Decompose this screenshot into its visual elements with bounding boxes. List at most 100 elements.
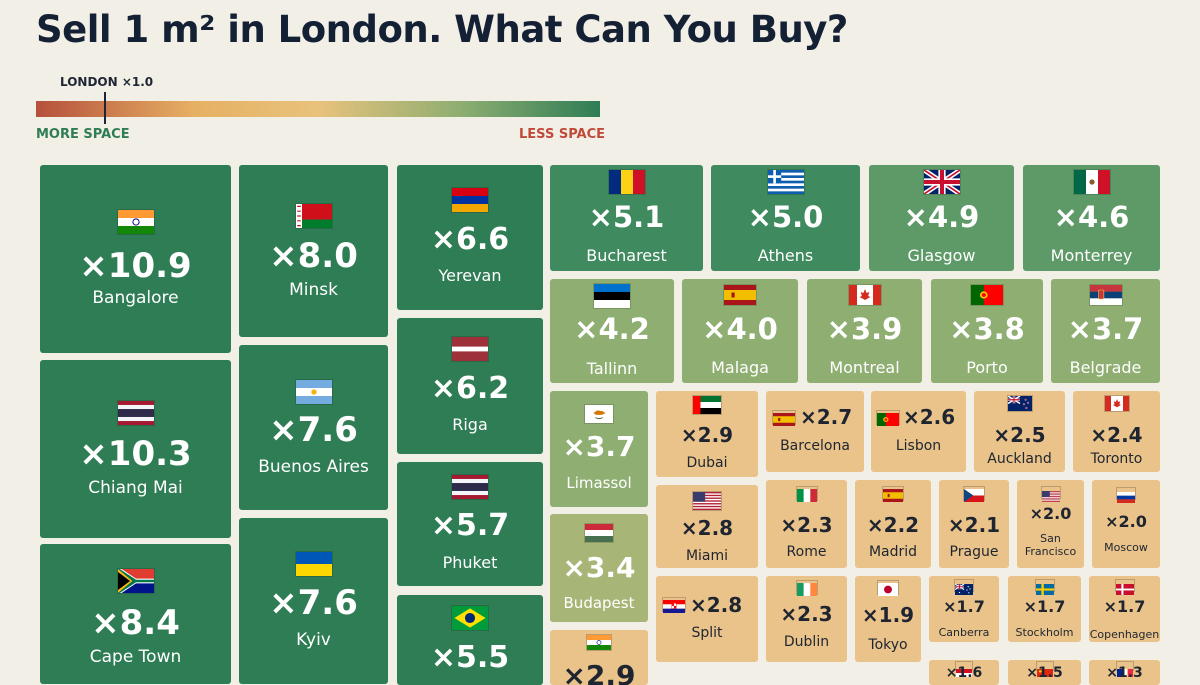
tile-value: ×1.7 (1023, 597, 1066, 616)
tile-value: ×2.3 (780, 602, 833, 626)
tile-india: ×2.9 (550, 630, 648, 685)
portugal-flag-icon (970, 284, 1004, 306)
tile-cape-town: ×8.4 Cape Town (40, 544, 231, 684)
tile-value: ×5.0 (747, 200, 824, 234)
tile-yerevan: ×6.6 Yerevan (397, 165, 543, 310)
tile-stockholm: ×1.7 Stockholm (1008, 576, 1081, 642)
tile-buenos-aires: ×7.6 Buenos Aires (239, 345, 388, 510)
india-flag-icon (116, 209, 155, 235)
tile-belgrade: ×3.7 Belgrade (1051, 279, 1160, 383)
tile-athens: ×5.0 Athens (711, 165, 860, 271)
india-flag-icon (586, 634, 612, 651)
tile-china: ×1.5 (1008, 660, 1081, 685)
legend-reference-tick (104, 92, 106, 124)
tile-value: ×1.6 (945, 665, 983, 681)
hungary-flag-icon (584, 523, 614, 543)
tile-value: ×2.8 (680, 516, 734, 540)
tile-value: ×2.3 (780, 513, 833, 537)
uae-flag-icon (692, 395, 722, 415)
tile-miami: ×2.8 Miami (656, 485, 758, 568)
legend-more-space-label: MORE SPACE (36, 127, 130, 142)
tile-city-label: Limassol (566, 474, 632, 492)
tile-madrid: ×2.2 Madrid (855, 480, 931, 568)
tile-city-label: Bangalore (92, 288, 179, 308)
tile-value: ×7.6 (269, 410, 358, 450)
tile-city-label: Moscow (1104, 541, 1148, 554)
tile-lisbon: ×2.6 Lisbon (871, 391, 966, 472)
tile-dubai: ×2.9 Dubai (656, 391, 758, 477)
greece-flag-icon (766, 169, 805, 195)
tile-city-label: Bucharest (586, 246, 667, 265)
tile-value: ×3.7 (562, 430, 636, 463)
tile-city-label: Lisbon (895, 438, 942, 454)
romania-flag-icon (607, 169, 646, 195)
tile-city-label: Phuket (442, 553, 498, 572)
tile-rome: ×2.3 Rome (766, 480, 847, 568)
tile-value: ×5.5 (430, 640, 510, 675)
tile-porto: ×3.8 Porto (931, 279, 1043, 383)
tile-city-label: Monterrey (1050, 246, 1133, 265)
legend-gradient-bar (36, 101, 600, 117)
tile-value: ×3.8 (949, 312, 1025, 346)
tile-city-label: Dubai (686, 455, 728, 471)
tile-value: ×2.9 (562, 659, 636, 685)
tile-city-label: Rome (786, 544, 827, 560)
legend-less-space-label: LESS SPACE (519, 127, 606, 142)
tile-value: ×1.3 (1106, 665, 1143, 681)
tile-limassol: ×3.7 Limassol (550, 391, 648, 507)
tile-prague: ×2.1 Prague (939, 480, 1009, 568)
tile-france: ×1.3 (1089, 660, 1160, 685)
tile-city-label: Athens (757, 246, 814, 265)
thailand-flag-icon (116, 400, 155, 426)
tile-bangalore: ×10.9 Bangalore (40, 165, 231, 353)
tile-city-label: Kyiv (296, 630, 331, 650)
tile-value: ×3.7 (1067, 312, 1144, 346)
tile-city-label: Barcelona (780, 438, 850, 454)
estonia-flag-icon (593, 283, 631, 309)
tile-glasgow: ×4.9 Glasgow (869, 165, 1014, 271)
tile-value: ×3.9 (826, 312, 903, 346)
brazil-flag-icon (451, 605, 489, 631)
tile-city-label: San Francisco (1024, 532, 1077, 558)
uk-flag-icon (922, 168, 961, 196)
spain-flag-icon (772, 410, 796, 426)
legend-reference-label: LONDON ×1.0 (60, 75, 154, 89)
australia-flag-icon (954, 579, 974, 595)
tile-city-label: Porto (966, 358, 1008, 377)
tile-city-label: Madrid (868, 544, 918, 560)
japan-flag-icon (877, 580, 899, 596)
tile-minsk: ×8.0 Minsk (239, 165, 388, 337)
tile-value: ×1.9 (861, 603, 915, 627)
south-africa-flag-icon (116, 568, 155, 594)
tile-city-label: Tallinn (586, 359, 638, 378)
tile-phuket: ×5.7 Phuket (397, 462, 543, 586)
tile-san-francisco: ×2.0 San Francisco (1017, 480, 1084, 568)
sweden-flag-icon (1034, 579, 1055, 595)
tile-city-label: Budapest (563, 594, 635, 612)
argentina-flag-icon (294, 379, 333, 405)
tile-bucharest: ×5.1 Bucharest (550, 165, 703, 271)
tile-dublin: ×2.3 Dublin (766, 576, 847, 662)
canada-flag-icon (847, 284, 882, 306)
tile-brazil: ×5.5 (397, 595, 543, 685)
tile-city-label: Malaga (711, 358, 769, 377)
tile-city-label: Split (691, 625, 723, 641)
tile-city-label: Belgrade (1069, 358, 1142, 377)
italy-flag-icon (795, 486, 818, 502)
russia-flag-icon (1116, 487, 1136, 504)
tile-city-label: Prague (949, 544, 999, 560)
canada-flag-icon (1103, 395, 1130, 412)
tile-value: ×6.2 (430, 371, 510, 406)
tile-tokyo: ×1.9 Tokyo (855, 576, 921, 662)
tile-value: ×5.7 (430, 508, 510, 543)
tile-value: ×4.9 (903, 200, 980, 234)
tile-chiang-mai: ×10.3 Chiang Mai (40, 360, 231, 538)
tile-value: ×2.7 (800, 405, 853, 429)
tile-value: ×2.4 (1090, 423, 1143, 447)
tile-city-label: Toronto (1090, 451, 1143, 467)
czechia-flag-icon (963, 486, 985, 502)
tile-value: ×2.0 (1029, 504, 1072, 523)
tile-city-label: Riga (452, 415, 488, 434)
tile-value: ×3.4 (562, 551, 636, 584)
tile-value: ×2.8 (690, 593, 743, 617)
